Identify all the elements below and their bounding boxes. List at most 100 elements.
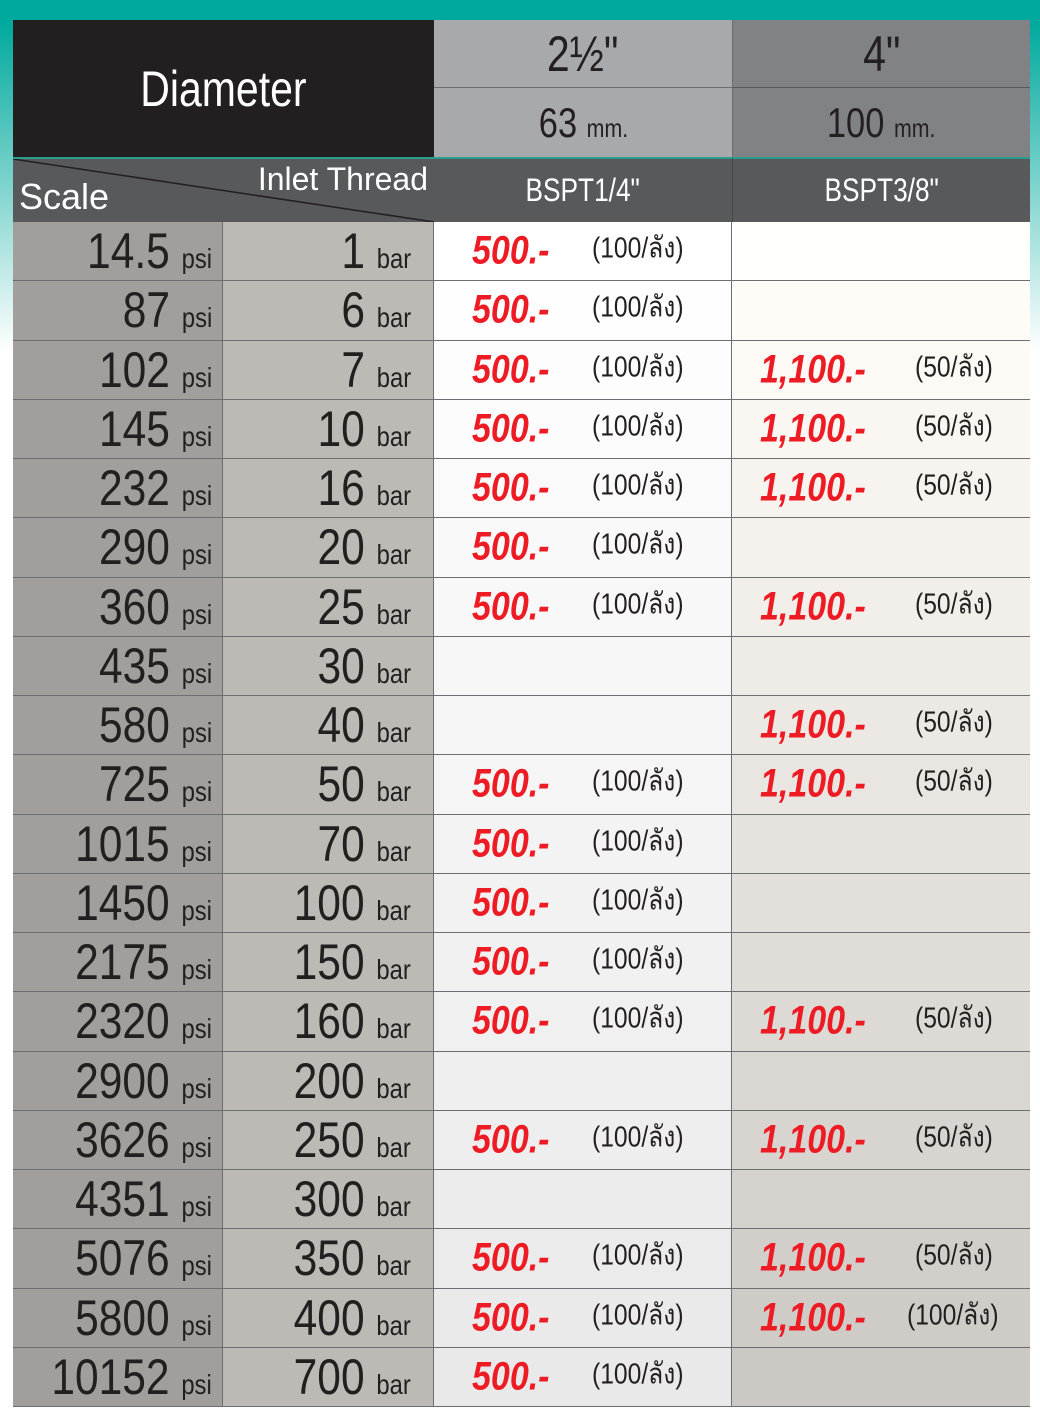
bar-cell: 300 bar [223,1170,434,1229]
price-cell-63mm: 500.- (100/ลัง) [434,933,732,992]
price-cell-63mm: 500.- (100/ลัง) [434,873,732,932]
table-row: 725 psi 50 bar 500.- (100/ลัง) 1,100.- (… [13,755,1030,815]
bar-unit: bar [376,1368,411,1400]
psi-unit: psi [181,1191,212,1223]
inlet-thread-label: Inlet Thread [257,161,428,197]
price-cell-100mm: 1,100.- (50/ลัง) [732,459,1030,518]
psi-value: 2175 [75,934,170,991]
bar-value: 1 [341,223,365,280]
table-row: 5076 psi 350 bar 500.- (100/ลัง) 1,100.-… [13,1229,1030,1289]
bar-unit: bar [376,1309,411,1341]
psi-unit: psi [181,835,212,867]
size-mm-2: 100 mm. [732,88,1030,157]
bar-unit: bar [376,1131,411,1163]
table-row: 2320 psi 160 bar 500.- (100/ลัง) 1,100.-… [13,992,1030,1052]
price: 500.- [472,761,550,806]
bar-unit: bar [376,302,411,334]
bar-value: 70 [317,815,365,872]
price: 1,100.- [760,406,866,451]
bar-cell: 150 bar [223,933,434,992]
price-cell-100mm: 1,100.- (50/ลัง) [732,755,1030,814]
bar-unit: bar [376,1250,411,1282]
psi-value: 3626 [75,1111,170,1168]
thread-1: BSPT1/4" [434,157,732,222]
bar-unit: bar [376,954,411,986]
price-cell-100mm: 1,100.- (50/ลัง) [732,399,1030,458]
bar-unit: bar [376,539,411,571]
psi-cell: 2320 psi [13,992,223,1051]
pack-qty: (100/ลัง) [592,469,684,502]
bar-cell: 400 bar [223,1288,434,1347]
psi-unit: psi [181,302,212,334]
psi-cell: 5076 psi [13,1229,223,1288]
bar-unit: bar [376,717,411,749]
price: 1,100.- [760,1295,866,1340]
diameter-header: Diameter [13,20,434,157]
psi-cell: 145 psi [13,399,223,458]
table-row: 3626 psi 250 bar 500.- (100/ลัง) 1,100.-… [13,1110,1030,1170]
bar-value: 250 [293,1111,365,1168]
bar-unit: bar [376,420,411,452]
price-cell-63mm [434,1051,732,1110]
psi-value: 435 [98,637,170,694]
bar-value: 200 [293,1052,365,1109]
psi-cell: 102 psi [13,340,223,399]
bar-cell: 40 bar [223,696,434,755]
price-cell-100mm: 1,100.- (50/ลัง) [732,1110,1030,1169]
bar-cell: 100 bar [223,873,434,932]
price-cell-100mm [732,636,1030,695]
pack-qty: (100/ลัง) [592,1239,684,1272]
price: 500.- [472,821,550,866]
price: 1,100.- [760,465,866,510]
psi-value: 145 [98,400,170,457]
price-cell-100mm [732,814,1030,873]
bar-unit: bar [376,1013,411,1045]
bar-unit: bar [376,1191,411,1223]
bar-cell: 350 bar [223,1229,434,1288]
table-row: 290 psi 20 bar 500.- (100/ลัง) [13,518,1030,578]
psi-value: 232 [98,460,170,517]
price-cell-100mm: 1,100.- (50/ลัง) [732,1229,1030,1288]
price-cell-63mm: 500.- (100/ลัง) [434,992,732,1051]
pack-qty: (100/ลัง) [592,232,684,265]
price-cell-100mm [732,1170,1030,1229]
bar-unit: bar [376,243,411,275]
psi-cell: 4351 psi [13,1170,223,1229]
pack-qty: (100/ลัง) [592,1358,684,1391]
bar-cell: 6 bar [223,281,434,340]
table-row: 2900 psi 200 bar [13,1051,1030,1111]
bar-value: 160 [293,993,365,1050]
bar-cell: 7 bar [223,340,434,399]
psi-value: 725 [98,756,170,813]
price: 500.- [472,939,550,984]
price: 500.- [472,584,550,629]
pack-qty: (50/ลัง) [915,469,993,502]
size-inch-2: 4" [732,20,1030,88]
psi-unit: psi [181,480,212,512]
pack-qty: (50/ลัง) [915,706,993,739]
scale-inlet-header: Scale Inlet Thread [13,157,434,222]
table-row: 1450 psi 100 bar 500.- (100/ลัง) [13,873,1030,933]
size-inch-label: 2½" [547,25,619,82]
price: 1,100.- [760,702,866,747]
pack-qty: (50/ลัง) [915,1002,993,1035]
table-row: 4351 psi 300 bar [13,1170,1030,1230]
price-cell-100mm: 1,100.- (100/ลัง) [732,1288,1030,1347]
pack-qty: (50/ลัง) [915,410,993,443]
psi-value: 102 [98,341,170,398]
table-row: 145 psi 10 bar 500.- (100/ลัง) 1,100.- (… [13,399,1030,459]
psi-unit: psi [181,1368,212,1400]
psi-cell: 435 psi [13,636,223,695]
left-decor [0,22,13,352]
price-cell-63mm: 500.- (100/ลัง) [434,755,732,814]
psi-unit: psi [181,894,212,926]
price: 500.- [472,347,550,392]
bar-unit: bar [376,657,411,689]
size-inch-label: 4" [862,25,901,82]
bar-unit: bar [376,480,411,512]
bar-value: 20 [317,519,365,576]
pack-qty: (100/ลัง) [592,884,684,917]
price-cell-63mm [434,636,732,695]
price-cell-63mm: 500.- (100/ลัง) [434,459,732,518]
price-cell-100mm [732,1051,1030,1110]
